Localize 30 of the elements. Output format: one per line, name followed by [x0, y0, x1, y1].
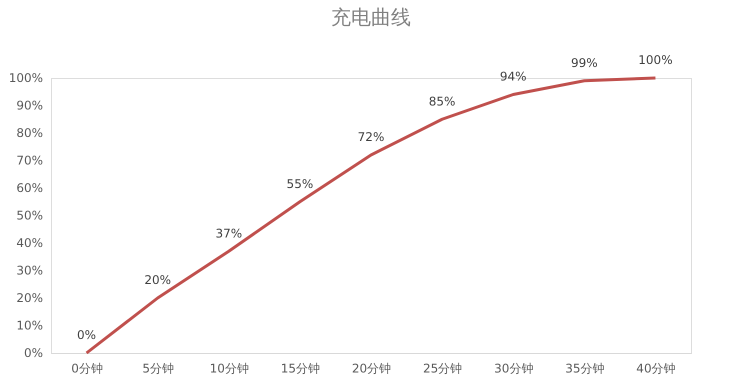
- y-tick-label: 10%: [16, 318, 43, 332]
- y-tick-label: 50%: [16, 208, 43, 222]
- text: 100%: [638, 53, 673, 67]
- x-tick-label: 35分钟: [565, 362, 604, 376]
- text: 99%: [570, 56, 598, 70]
- x-tick-label: 0分钟: [71, 362, 103, 376]
- y-tick-label: 20%: [16, 291, 43, 305]
- x-tick-label: 15分钟: [280, 362, 320, 376]
- text: 94%: [500, 70, 527, 84]
- x-tick-label: 30分钟: [494, 362, 534, 376]
- y-tick-label: 40%: [16, 236, 43, 250]
- y-tick-label: 90%: [16, 98, 43, 112]
- text: 37%: [215, 226, 242, 240]
- y-tick-label: 80%: [16, 126, 43, 140]
- text: 0%: [77, 328, 96, 342]
- y-tick-label: 70%: [16, 154, 43, 168]
- y-tick-label: 60%: [16, 181, 43, 195]
- x-tick-label: 25分钟: [422, 362, 462, 376]
- text: 55%: [286, 176, 314, 191]
- text: 20%: [144, 273, 172, 287]
- y-tick-label: 30%: [16, 264, 43, 278]
- x-tick-label: 10分钟: [210, 362, 249, 376]
- x-tick-label: 40分钟: [636, 362, 676, 376]
- x-tick-label: 5分钟: [142, 362, 174, 376]
- y-tick-label: 100%: [8, 71, 43, 85]
- text: 85%: [428, 94, 456, 108]
- x-tick-label: 20分钟: [352, 362, 392, 376]
- y-tick-label: 0%: [24, 346, 43, 360]
- text: 72%: [358, 130, 384, 144]
- chart-title: 充电曲线: [331, 5, 411, 29]
